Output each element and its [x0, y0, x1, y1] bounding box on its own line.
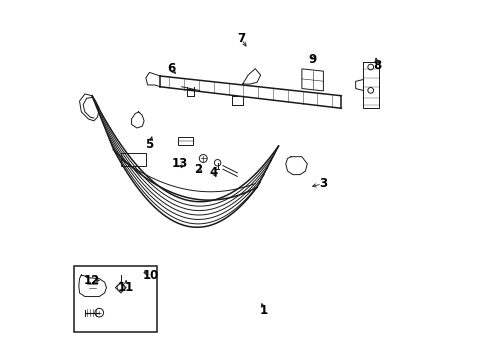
Bar	[74, 266, 156, 332]
Text: 11: 11	[118, 281, 134, 294]
Text: 8: 8	[372, 59, 381, 72]
Text: 13: 13	[171, 157, 188, 170]
Text: 6: 6	[166, 62, 175, 75]
Text: 1: 1	[260, 305, 268, 318]
Text: 10: 10	[143, 269, 159, 282]
Bar	[178, 137, 192, 145]
Text: 7: 7	[236, 32, 244, 45]
Text: 3: 3	[319, 177, 327, 190]
Text: 12: 12	[84, 274, 100, 287]
Text: 5: 5	[145, 138, 153, 150]
Text: 2: 2	[193, 163, 202, 176]
Text: 9: 9	[308, 53, 316, 66]
Text: 4: 4	[209, 166, 218, 179]
